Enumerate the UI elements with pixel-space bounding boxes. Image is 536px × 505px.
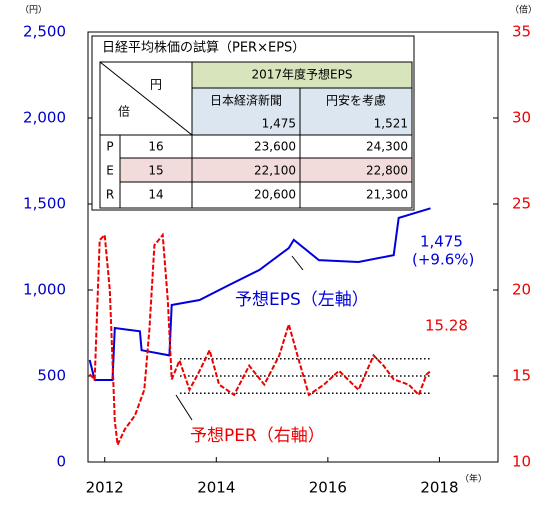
eps-legend: 予想EPS（左軸） <box>235 290 369 310</box>
x-tick-label: 2018 <box>420 479 458 497</box>
cell <box>192 88 412 135</box>
series-line <box>88 232 432 449</box>
col-header: 日本経済新聞 <box>210 93 282 108</box>
cell-text: 24,300 <box>366 140 408 154</box>
table: 日経平均株価の試算（PER×EPS） 円 倍 2017年度予想EPS 日本経済新… <box>91 35 415 211</box>
y-tick-label: 1,500 <box>23 195 66 213</box>
arrow <box>291 255 304 271</box>
per-legend: 予想PER（右軸） <box>190 426 325 446</box>
y2-tick-label: 35 <box>512 23 531 41</box>
y-tick-label: 500 <box>37 367 66 385</box>
y-tick-label: 0 <box>56 453 66 471</box>
x-tick-label: 2012 <box>86 479 124 497</box>
cell-text: 22,100 <box>254 164 296 178</box>
cell-text: 16 <box>148 140 163 154</box>
eps-cell: 1,521 <box>374 117 408 131</box>
row-label: E <box>106 164 114 178</box>
cell <box>192 158 412 182</box>
corner: 倍 <box>118 104 130 119</box>
cell <box>192 62 412 88</box>
cell-text: 23,600 <box>254 140 296 154</box>
cell-text: 21,300 <box>366 188 408 202</box>
cell <box>120 158 192 182</box>
table-title: 日経平均株価の試算（PER×EPS） <box>102 40 305 56</box>
y-tick-label: 2,000 <box>23 109 66 127</box>
y2-unit: （倍） <box>510 4 536 16</box>
cell-text: 22,800 <box>366 164 408 178</box>
y-tick-label: 2,500 <box>23 23 66 41</box>
plot-frame <box>87 31 499 463</box>
cell-text: 20,600 <box>254 188 296 202</box>
corner: 円 <box>150 78 162 92</box>
x-tick-label: 2014 <box>197 479 235 497</box>
row-label: R <box>106 188 114 202</box>
cell-text: 15 <box>148 164 163 178</box>
series-line <box>88 207 431 381</box>
eps-value: 1,475 <box>420 233 463 251</box>
y2-tick-label: 10 <box>512 453 531 471</box>
cell-text: 14 <box>148 188 163 202</box>
y2-tick-label: 30 <box>512 109 531 127</box>
eps-change: (+9.6%) <box>412 251 474 269</box>
arrow <box>175 394 193 421</box>
per-value: 15.28 <box>425 317 468 335</box>
y2-tick-label: 20 <box>512 281 531 299</box>
y2-tick-label: 25 <box>512 195 531 213</box>
col-header: 円安を考慮 <box>326 93 386 108</box>
row-label: P <box>106 140 113 154</box>
y2-tick-label: 15 <box>512 367 531 385</box>
x-unit: （年） <box>460 473 487 485</box>
eps-cell: 1,475 <box>262 117 296 131</box>
y-tick-label: 1,000 <box>23 281 66 299</box>
table-grid <box>99 61 413 209</box>
y-unit: （円） <box>20 5 47 16</box>
group-header: 2017年度予想EPS <box>252 67 353 82</box>
x-tick-label: 2016 <box>309 479 347 497</box>
